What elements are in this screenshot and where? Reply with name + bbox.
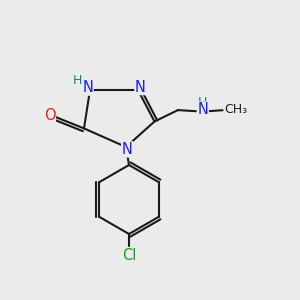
Text: H: H (198, 96, 208, 109)
Text: O: O (44, 108, 55, 123)
Text: N: N (135, 80, 146, 94)
Text: H: H (73, 74, 82, 87)
Text: N: N (82, 80, 93, 95)
Text: Cl: Cl (122, 248, 136, 262)
Text: N: N (122, 142, 133, 157)
Text: CH₃: CH₃ (224, 103, 247, 116)
Text: N: N (197, 102, 208, 117)
